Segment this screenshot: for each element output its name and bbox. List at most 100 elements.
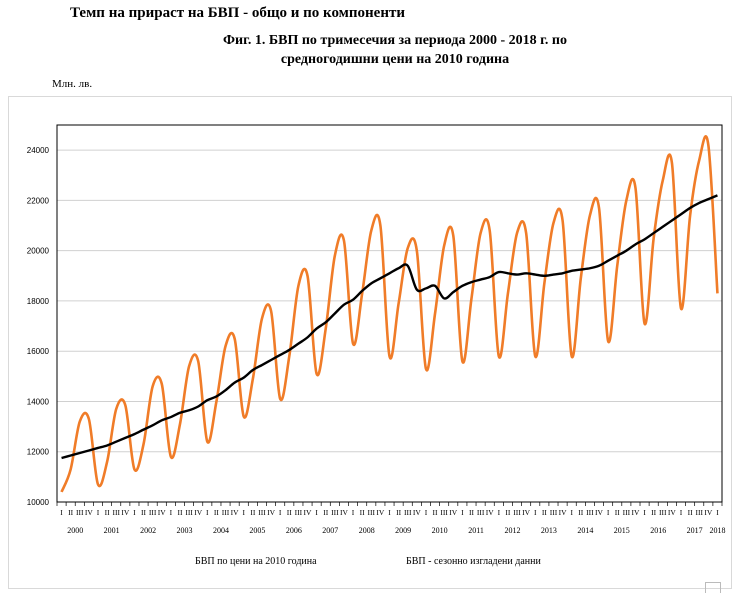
quarter-label: I	[425, 508, 428, 517]
quarter-label: III	[295, 508, 303, 517]
series-line-gdp	[60, 135, 719, 493]
quarter-label: II	[287, 508, 292, 517]
quarter-label: III	[149, 508, 157, 517]
quarter-label: I	[461, 508, 464, 517]
quarter-label: I	[716, 508, 719, 517]
year-label: 2011	[468, 526, 484, 535]
y-tick-label: 14000	[27, 397, 50, 406]
year-label: 2006	[286, 526, 302, 535]
year-label: 2009	[395, 526, 411, 535]
quarter-label: III	[586, 508, 594, 517]
quarter-label: I	[170, 508, 173, 517]
quarter-label: I	[242, 508, 245, 517]
quarter-label: IV	[158, 508, 166, 517]
quarter-label: IV	[595, 508, 603, 517]
quarter-label: IV	[194, 508, 202, 517]
year-label: 2012	[504, 526, 520, 535]
year-label: 2018	[709, 526, 725, 535]
quarter-label: I	[352, 508, 355, 517]
y-tick-label: 12000	[27, 448, 50, 457]
quarter-label: I	[315, 508, 318, 517]
quarter-label: I	[534, 508, 537, 517]
year-label: 2004	[213, 526, 229, 535]
year-label: 2003	[177, 526, 193, 535]
quarter-label: III	[550, 508, 558, 517]
quarter-label: II	[68, 508, 73, 517]
quarter-label: IV	[449, 508, 457, 517]
year-label: 2007	[322, 526, 338, 535]
quarter-label: II	[578, 508, 583, 517]
quarter-label: II	[323, 508, 328, 517]
quarter-label: II	[469, 508, 474, 517]
quarter-label: III	[185, 508, 193, 517]
quarter-label: IV	[231, 508, 239, 517]
y-tick-label: 22000	[27, 196, 50, 205]
plot-area-border	[56, 124, 723, 503]
year-label: 2013	[541, 526, 557, 535]
quarter-label: I	[97, 508, 100, 517]
chart-title: Фиг. 1. БВП по тримесечия за периода 200…	[223, 33, 567, 67]
quarter-label: II	[433, 508, 438, 517]
quarter-label: II	[141, 508, 146, 517]
quarter-label: IV	[704, 508, 712, 517]
year-label: 2001	[104, 526, 120, 535]
quarter-label: III	[112, 508, 120, 517]
chart-frame	[8, 96, 732, 589]
y-tick-label: 20000	[27, 247, 50, 256]
quarter-label: II	[360, 508, 365, 517]
y-tick-label: 18000	[27, 297, 50, 306]
quarter-label: II	[505, 508, 510, 517]
quarter-label: III	[477, 508, 485, 517]
resize-handle[interactable]	[705, 582, 721, 593]
quarter-label: I	[607, 508, 610, 517]
quarter-label: III	[222, 508, 230, 517]
quarter-label: III	[695, 508, 703, 517]
quarter-label: III	[258, 508, 266, 517]
quarter-label: IV	[413, 508, 421, 517]
quarter-label: III	[513, 508, 521, 517]
year-label: 2015	[614, 526, 630, 535]
quarter-label: II	[688, 508, 693, 517]
quarter-label: III	[440, 508, 448, 517]
quarter-label: I	[60, 508, 63, 517]
quarter-label: IV	[522, 508, 530, 517]
y-tick-label: 16000	[27, 347, 50, 356]
quarter-label: II	[250, 508, 255, 517]
year-label: 2017	[687, 526, 703, 535]
year-label: 2014	[577, 526, 593, 535]
quarter-label: I	[388, 508, 391, 517]
quarter-label: II	[396, 508, 401, 517]
quarter-label: IV	[376, 508, 384, 517]
year-label: 2000	[67, 526, 83, 535]
quarter-label: III	[659, 508, 667, 517]
quarter-label: IV	[121, 508, 129, 517]
quarter-label: II	[177, 508, 182, 517]
section-header: Темп на прираст на БВП - общо и по компо…	[70, 5, 405, 21]
series-line-seasonally-adjusted	[61, 194, 718, 460]
quarter-label: IV	[486, 508, 494, 517]
quarter-label: IV	[631, 508, 639, 517]
year-label: 2002	[140, 526, 156, 535]
quarter-label: IV	[340, 508, 348, 517]
quarter-label: II	[542, 508, 547, 517]
quarter-label: III	[404, 508, 412, 517]
year-label: 2005	[249, 526, 265, 535]
quarter-label: IV	[304, 508, 312, 517]
quarter-label: I	[133, 508, 136, 517]
quarter-label: IV	[668, 508, 676, 517]
quarter-label: I	[680, 508, 683, 517]
year-label: 2010	[432, 526, 448, 535]
quarter-label: II	[214, 508, 219, 517]
quarter-label: IV	[559, 508, 567, 517]
quarter-label: II	[651, 508, 656, 517]
quarter-label: I	[206, 508, 209, 517]
quarter-label: IV	[267, 508, 275, 517]
year-label: 2016	[650, 526, 666, 535]
legend-entry-gdp: БВП по цени на 2010 година	[195, 556, 317, 567]
y-tick-label: 24000	[27, 146, 50, 155]
quarter-label: IV	[85, 508, 93, 517]
year-label: 2008	[359, 526, 375, 535]
quarter-label: I	[643, 508, 646, 517]
quarter-label: III	[368, 508, 376, 517]
